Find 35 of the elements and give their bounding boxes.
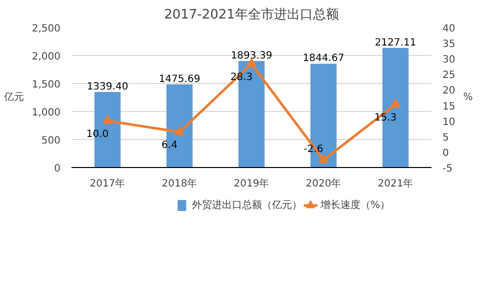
y-tick-label: 2,000: [32, 52, 61, 62]
y-tick-label: 1,000: [32, 108, 61, 118]
y2-tick-label: 15: [442, 101, 456, 112]
data-label: 1893.39: [230, 50, 272, 62]
y2-tick-label: 5: [442, 132, 449, 144]
y-tick-label: 1,500: [32, 80, 61, 90]
x-tick-label: 2020年: [306, 178, 342, 190]
data-label: 1844.67: [302, 53, 344, 64]
legend-label: 外贸进出口总额（亿元）: [192, 199, 302, 211]
y2-tick-label: 35: [442, 39, 456, 50]
point: [318, 154, 328, 164]
x-tick-label: 2018年: [162, 178, 198, 190]
point: [390, 98, 400, 108]
y2-tick-label: 30: [442, 54, 456, 66]
y-tick-label: 0: [54, 164, 61, 174]
y2-tick-label: 40: [442, 24, 456, 34]
y2-tick-label: 10: [442, 116, 456, 128]
legend-label: 增长速度（%）: [319, 199, 390, 211]
point: [174, 126, 184, 136]
y-tick-label: 2,500: [32, 24, 61, 34]
x-tick-label: 2021年: [378, 178, 414, 190]
y2-tick-label: 0: [442, 148, 449, 159]
y2-tick-label: 25: [442, 70, 456, 82]
data-label: 1339.40: [86, 81, 128, 92]
point: [102, 115, 112, 124]
x-tick-label: 2017年: [90, 178, 126, 190]
y-tick-label: 500: [41, 136, 61, 146]
y-axis-title: 亿元: [2, 92, 24, 103]
y2-tick-label: -5: [442, 164, 452, 174]
y2-axis-title: %: [463, 92, 473, 103]
data-label: 1475.69: [158, 74, 200, 85]
y2-tick-label: 20: [442, 86, 456, 97]
chart-title: 2017-2021年全市进出口总额: [164, 8, 339, 22]
data-label: 2127.11: [374, 37, 416, 48]
x-tick-label: 2019年: [234, 178, 270, 190]
